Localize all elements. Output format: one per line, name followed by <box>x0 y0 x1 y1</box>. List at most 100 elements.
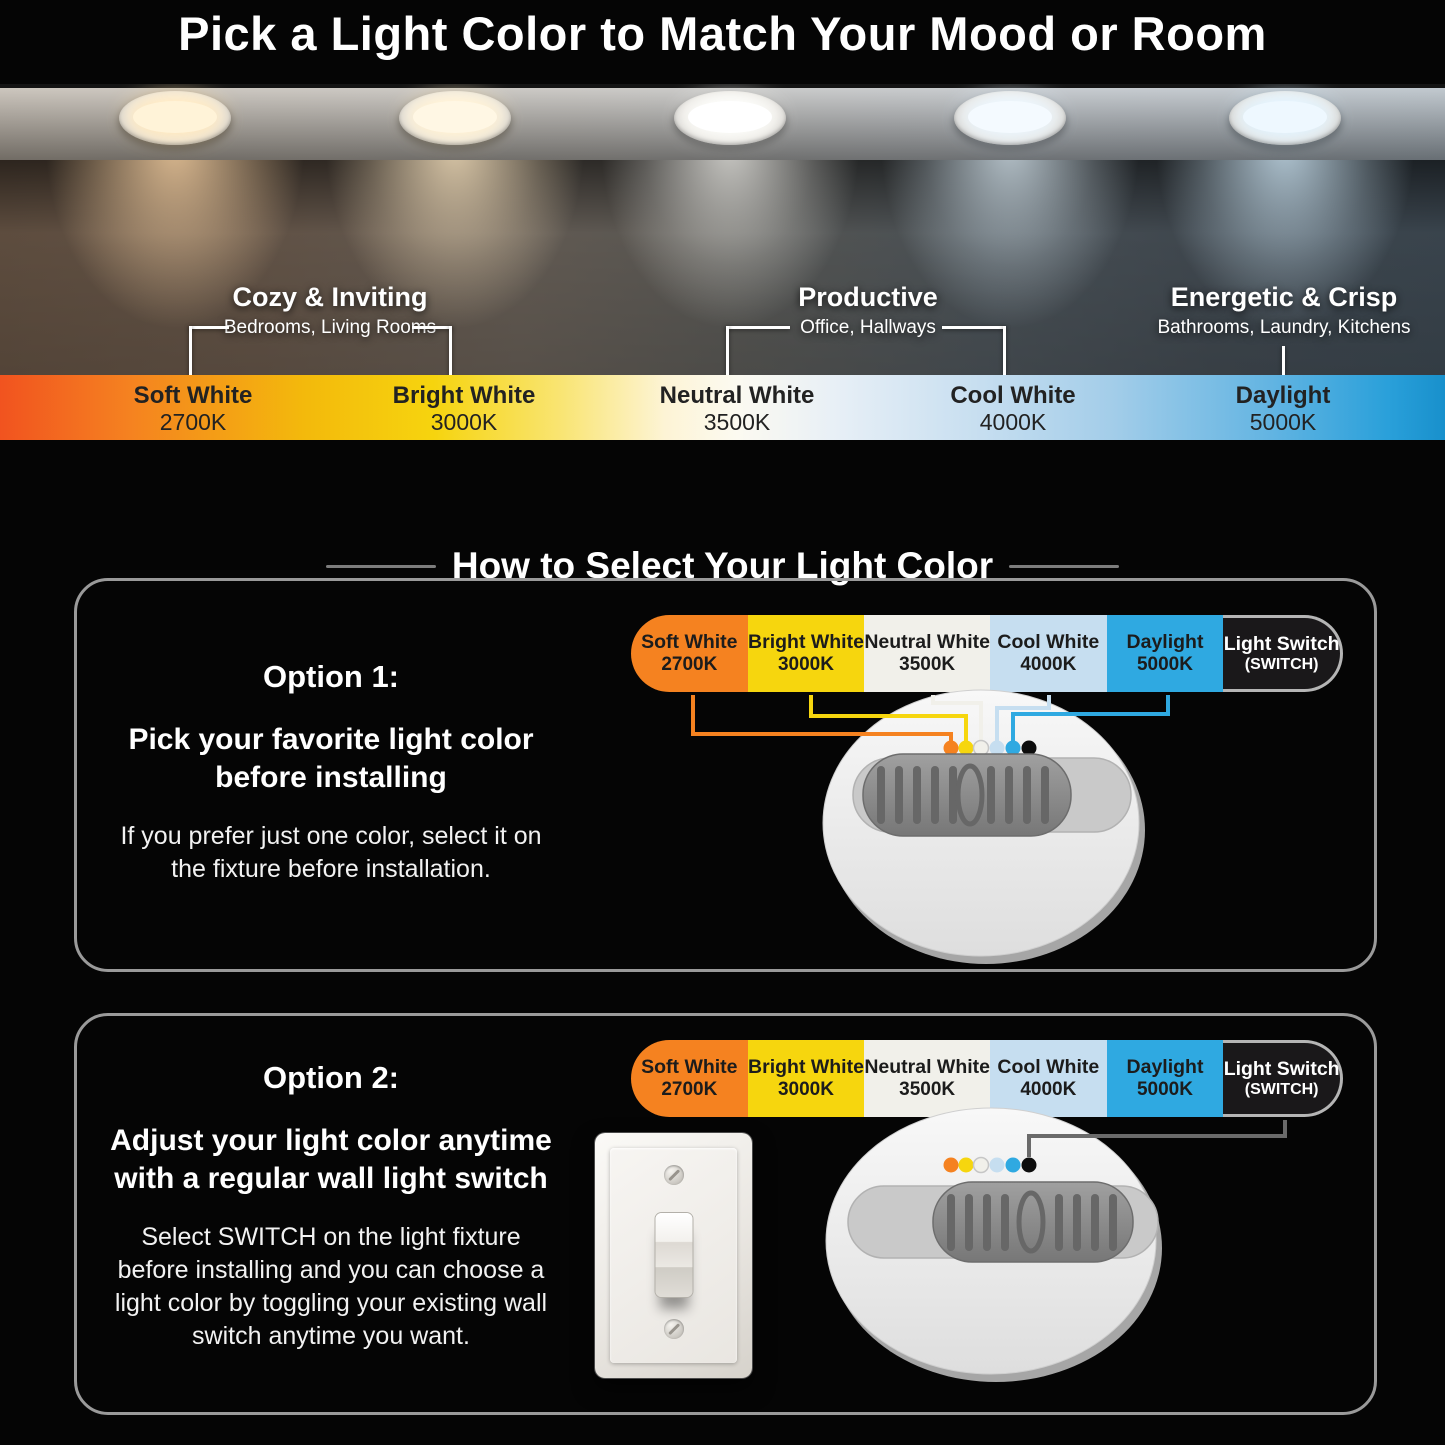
mood-energetic-rooms: Bathrooms, Laundry, Kitchens <box>1157 317 1411 338</box>
temp-name: Bright White <box>392 382 536 409</box>
swatch-soft-white: Soft White 2700K <box>631 1040 748 1117</box>
connector-soft-white <box>691 695 953 741</box>
bracket-cozy-v-right <box>449 326 452 375</box>
light-glow-5 <box>1243 101 1327 133</box>
selector-dot-switch <box>1021 1157 1037 1173</box>
swatch-bright-white: Bright White 3000K <box>747 615 865 692</box>
temp-kelvin: 4000K <box>979 408 1047 435</box>
swatch-sub: (SWITCH) <box>1244 1080 1319 1098</box>
connector-light-switch <box>1027 1120 1287 1157</box>
bracket-productive-v-right <box>1003 326 1006 375</box>
screw-icon <box>663 1165 684 1185</box>
heading-rule-right <box>1009 564 1120 568</box>
swatch-kelvin: 4000K <box>1020 653 1077 675</box>
connector-bright-white <box>809 695 968 741</box>
slider-center-oval <box>955 763 985 827</box>
option2-swatch-bar: Soft White 2700K Bright White 3000K Neut… <box>631 1040 1343 1117</box>
swatch-cool-white: Cool White 4000K <box>990 1040 1107 1117</box>
color-temperature-bar: Soft White 2700K Bright White 3000K Neut… <box>0 375 1445 440</box>
temp-label-daylight: Daylight 5000K <box>1235 382 1331 436</box>
recessed-light-2 <box>399 91 511 145</box>
connector-neutral-white <box>931 695 983 741</box>
light-glow-3 <box>688 101 772 133</box>
heading-rule-left <box>325 564 436 568</box>
option2-copy: Option 2: Adjust your light color anytim… <box>105 1060 557 1353</box>
mood-energetic: Energetic & Crisp Bathrooms, Laundry, Ki… <box>1157 282 1410 339</box>
option2-box: Soft White 2700K Bright White 3000K Neut… <box>74 1013 1377 1415</box>
selector-dot-neutral-white <box>972 1156 990 1174</box>
wall-switch-plate <box>595 1133 752 1378</box>
swatch-sub: (SWITCH) <box>1244 655 1319 673</box>
swatch-kelvin: 5000K <box>1136 1078 1193 1100</box>
temp-label-soft-white: Soft White 2700K <box>133 382 253 436</box>
temp-name: Cool White <box>950 382 1076 409</box>
mood-productive-title: Productive <box>798 282 938 312</box>
light-glow-1 <box>133 101 217 133</box>
mood-productive-rooms: Office, Hallways <box>800 317 936 338</box>
swatch-name: Neutral White <box>864 631 990 654</box>
recessed-light-1 <box>119 91 231 145</box>
option2-body: Select SWITCH on the light fixture befor… <box>114 1222 548 1350</box>
temp-kelvin: 5000K <box>1249 408 1317 435</box>
swatch-daylight: Daylight 5000K <box>1106 615 1224 692</box>
option1-box: Soft White 2700K Bright White 3000K Neut… <box>74 578 1377 972</box>
selector-dot-bright-white <box>958 740 974 756</box>
slider-center-oval <box>1016 1190 1046 1254</box>
bracket-cozy-v-left <box>189 326 192 375</box>
wall-switch-toggle[interactable] <box>655 1213 692 1297</box>
swatch-name: Bright White <box>748 1056 864 1079</box>
mood-energetic-title: Energetic & Crisp <box>1170 282 1398 312</box>
light-glow-2 <box>413 101 497 133</box>
selector-dot-soft-white <box>943 1157 959 1173</box>
option1-fixture-diagram <box>691 689 1170 964</box>
connector-daylight <box>1011 695 1170 741</box>
option2-label: Option 2: <box>262 1060 400 1095</box>
page-title: Pick a Light Color to Match Your Mood or… <box>178 7 1267 60</box>
ceiling-photo-band: Cozy & Inviting Bedrooms, Living Rooms P… <box>0 84 1445 375</box>
swatch-daylight: Daylight 5000K <box>1106 1040 1224 1117</box>
mood-cozy: Cozy & Inviting Bedrooms, Living Rooms <box>224 282 436 339</box>
bracket-cozy-right <box>412 326 452 329</box>
swatch-soft-white: Soft White 2700K <box>631 615 748 692</box>
temp-label-cool-white: Cool White 4000K <box>950 382 1076 436</box>
connector-cool-white <box>995 695 1051 741</box>
temp-kelvin: 3500K <box>703 408 771 435</box>
bracket-productive-left <box>726 326 790 329</box>
mood-cozy-rooms: Bedrooms, Living Rooms <box>223 317 437 338</box>
swatch-name: Soft White <box>641 1056 738 1079</box>
selector-dot-daylight <box>1005 740 1021 756</box>
slider-ribs <box>877 766 1049 824</box>
temp-name: Daylight <box>1235 382 1331 409</box>
swatch-light-switch: Light Switch (SWITCH) <box>1223 1040 1343 1117</box>
option2-heading: Adjust your light color anytime with a r… <box>110 1124 552 1196</box>
recessed-light-4 <box>954 91 1066 145</box>
swatch-kelvin: 3500K <box>899 653 956 675</box>
swatch-name: Daylight <box>1126 1056 1204 1079</box>
swatch-light-switch: Light Switch (SWITCH) <box>1223 615 1343 692</box>
wall-background <box>0 160 1445 375</box>
recessed-light-5 <box>1229 91 1341 145</box>
swatch-kelvin: 2700K <box>661 1078 718 1100</box>
slider-ribs <box>947 1194 1117 1251</box>
option2-fixture-diagram <box>825 1107 1287 1382</box>
option1-swatch-bar: Soft White 2700K Bright White 3000K Neut… <box>631 615 1343 692</box>
selector-dot-switch <box>1021 740 1037 756</box>
bracket-energetic-v <box>1282 346 1285 375</box>
bracket-cozy-left <box>189 326 229 329</box>
selector-dot-cool-white <box>989 740 1005 756</box>
temp-name: Soft White <box>133 382 253 409</box>
option1-label: Option 1: <box>262 659 400 694</box>
swatch-kelvin: 3000K <box>777 1078 834 1100</box>
option1-body: If you prefer just one color, select it … <box>120 821 542 883</box>
temp-kelvin: 2700K <box>159 408 227 435</box>
swatch-name: Light Switch <box>1223 633 1340 656</box>
swatch-kelvin: 2700K <box>661 653 718 675</box>
screw-icon <box>663 1319 684 1339</box>
selector-dot-soft-white <box>943 740 959 756</box>
swatch-name: Daylight <box>1126 631 1204 654</box>
mood-cozy-title: Cozy & Inviting <box>232 282 428 312</box>
swatch-name: Bright White <box>748 631 864 654</box>
bracket-productive-v-left <box>726 326 729 375</box>
swatch-name: Cool White <box>997 631 1100 654</box>
swatch-kelvin: 4000K <box>1020 1078 1077 1100</box>
